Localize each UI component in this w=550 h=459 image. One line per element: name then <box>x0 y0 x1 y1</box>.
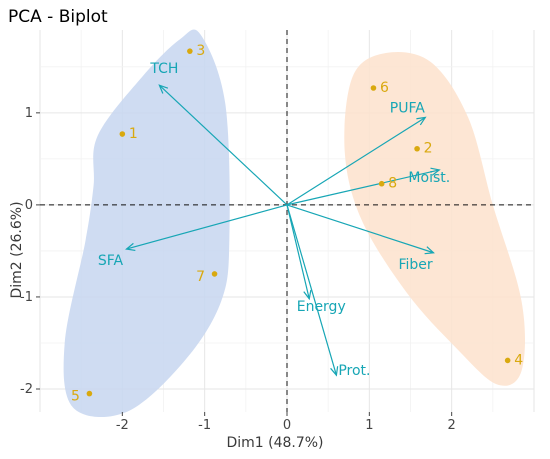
y-tick-label: 0 <box>25 198 33 213</box>
point-6 <box>370 85 377 91</box>
variable-label: Fiber <box>398 257 432 273</box>
arrow-pufa <box>286 116 426 206</box>
point-label: 2 <box>424 141 433 157</box>
chart-title: PCA - Biplot <box>8 7 108 27</box>
y-tick-label: -1 <box>20 290 33 305</box>
x-tick-label: 0 <box>283 418 291 433</box>
point-8 <box>378 180 385 187</box>
variable-label: TCH <box>149 61 178 77</box>
variable-label: PUFA <box>390 100 425 116</box>
x-tick-label: 1 <box>365 418 373 433</box>
arrowhead <box>303 289 312 301</box>
arrowhead <box>424 246 435 255</box>
arrowhead <box>416 116 427 126</box>
arrowhead <box>125 242 136 252</box>
point-3 <box>187 48 193 54</box>
point-5 <box>86 390 93 397</box>
arrow-moist <box>286 169 440 206</box>
variable-label: Prot. <box>338 363 370 379</box>
arrowhead <box>158 84 169 94</box>
variable-label: Moist. <box>408 170 450 186</box>
y-tick-label: 1 <box>25 106 33 121</box>
arrow-prot <box>286 204 337 376</box>
point-label: 3 <box>196 43 205 59</box>
point-7 <box>211 271 218 277</box>
x-tick-label: -1 <box>198 418 211 433</box>
x-tick-label: -2 <box>116 418 129 433</box>
arrowhead <box>330 366 339 377</box>
point-label: 7 <box>196 269 205 285</box>
individual-points: 1 2 3 4 5 6 7 8 <box>71 43 523 404</box>
arrow-tch <box>158 84 288 206</box>
arrowhead <box>430 167 441 176</box>
y-tick-label: -2 <box>20 382 33 397</box>
y-axis-label: Dim2 (26.6%) <box>9 201 25 298</box>
axes: -2 -1 0 1 2 -2 -1 0 1 <box>20 106 456 433</box>
variable-label: SFA <box>98 253 124 269</box>
point-label: 4 <box>514 352 523 368</box>
point-1 <box>119 131 126 137</box>
group-ellipses <box>63 29 526 418</box>
x-tick-label: 2 <box>448 418 456 433</box>
x-axis-label: Dim1 (48.7%) <box>226 435 323 451</box>
arrow-energy <box>286 204 310 299</box>
arrow-sfa <box>126 204 288 250</box>
group-region-left <box>63 29 230 418</box>
point-2 <box>414 145 420 152</box>
point-label: 1 <box>129 126 138 142</box>
variable-arrows: TCH PUFA Moist. SFA Fiber Energy Prot. <box>98 61 450 379</box>
arrow-fiber <box>286 204 434 254</box>
point-label: 8 <box>388 176 397 192</box>
point-label: 5 <box>71 389 80 405</box>
group-region-right <box>344 51 526 386</box>
variable-label: Energy <box>297 299 346 315</box>
point-4 <box>504 357 511 364</box>
point-label: 6 <box>380 80 389 96</box>
